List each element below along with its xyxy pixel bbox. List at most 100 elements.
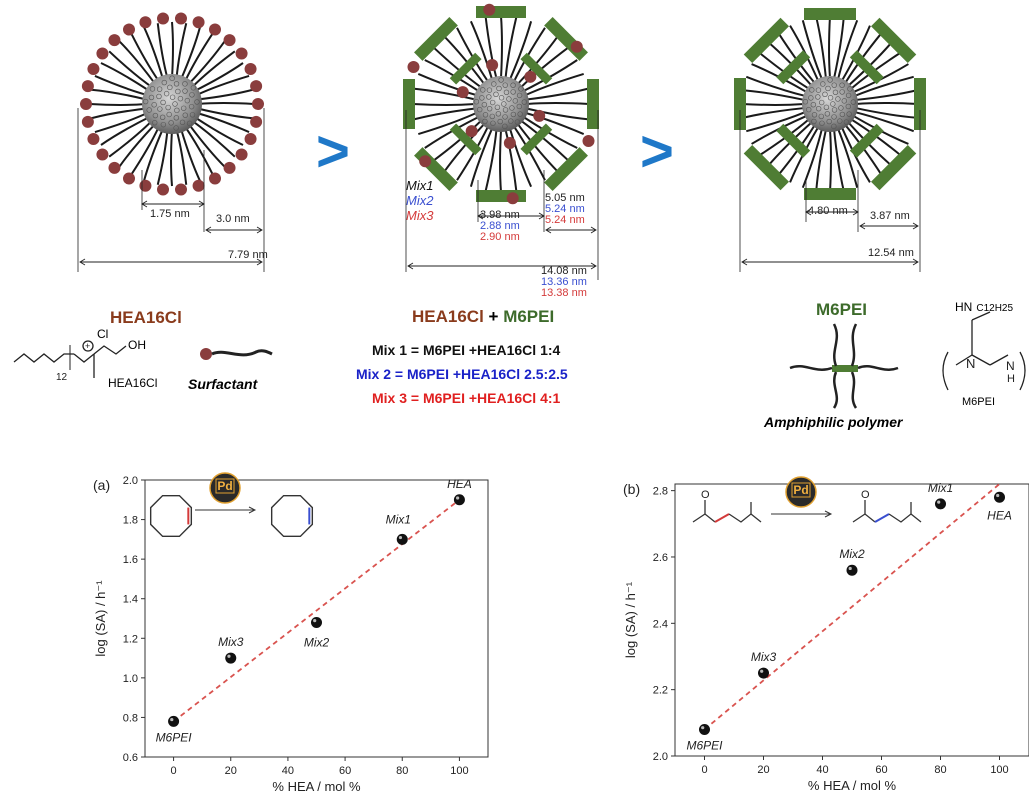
x-tick-label: 60 [339, 765, 351, 777]
y-tick-label: 2.2 [653, 685, 668, 697]
point-label: Mix3 [218, 635, 244, 649]
data-point-highlight [701, 726, 705, 730]
y-tick-label: 1.2 [123, 633, 138, 645]
enone-molecule-chain [728, 502, 752, 523]
x-tick-label: 40 [282, 765, 294, 777]
palladium-badge [785, 476, 817, 508]
polymer-micelle [734, 8, 926, 200]
cyclooctane-molecule [270, 494, 314, 538]
point-label: HEA [447, 477, 472, 491]
polymer-structure-label: M6PEI [962, 396, 996, 408]
polymer-segment [449, 52, 482, 85]
svg-text:12: 12 [56, 372, 68, 383]
data-point-highlight [313, 619, 317, 623]
mix1-label: Mix1 [406, 178, 434, 193]
surfactant-head [244, 63, 257, 76]
y-axis-label: log (SA) / h⁻¹ [93, 580, 108, 657]
mix-title-plus: + [483, 307, 504, 326]
panel3-shell-dimension: 3.87 nm [870, 210, 910, 222]
y-tick-label: 2.8 [653, 486, 668, 498]
panel2-inner-dimension-mix3: 2.90 nm [480, 231, 520, 243]
svg-text:N: N [966, 356, 975, 371]
svg-text:H: H [1007, 373, 1015, 385]
surfactant-head [582, 134, 595, 147]
mix3-label: Mix3 [406, 208, 434, 223]
surfactant-head [250, 115, 263, 128]
polymer-segment [587, 79, 599, 129]
surfactant-head [209, 172, 221, 185]
surfactant-head [419, 155, 432, 168]
palladium-badge [209, 472, 241, 504]
x-axis-label: % HEA / mol % [272, 779, 361, 794]
plot-frame [674, 483, 1029, 757]
surfactant-head [157, 183, 170, 196]
surfactant-head [223, 34, 236, 47]
surfactant-head [252, 98, 264, 110]
surfactant-head [570, 40, 583, 53]
ketone-molecule-chain [888, 502, 912, 523]
surfactant-head [533, 109, 546, 122]
panel3-total-dimension: 12.54 nm [868, 247, 914, 259]
arrow-right-icon: > [316, 119, 350, 184]
data-point [225, 652, 237, 664]
data-point-highlight [456, 496, 460, 500]
data-point [935, 498, 946, 510]
point-label: Mix3 [751, 650, 777, 664]
surfactant-head [506, 192, 519, 205]
x-tick-label: 40 [816, 764, 828, 776]
polymer-name: M6PEI [816, 300, 868, 319]
polymer-segment [743, 17, 789, 63]
panel2-total-dimension-mix2: 13.36 nm [541, 276, 587, 288]
mix3-definition: Mix 3 = M6PEI +HEA16Cl 4:1 [372, 390, 561, 406]
surfactant-head [96, 148, 109, 161]
surfactant-head [157, 12, 170, 25]
cyclooctene-molecule [149, 494, 193, 538]
surfactant-head [87, 63, 100, 76]
y-tick-label: 2.6 [653, 552, 668, 564]
point-label: M6PEI [156, 730, 193, 744]
data-point [994, 491, 1005, 503]
polymer-segment [804, 188, 856, 200]
surfactant-head [123, 172, 135, 185]
surfactant-head [80, 98, 92, 110]
data-point-highlight [227, 654, 231, 658]
data-point [168, 715, 180, 727]
x-tick-label: 20 [225, 765, 237, 777]
panel2-shell-dimension-mix2: 5.24 nm [545, 203, 585, 215]
trend-line [703, 483, 1001, 731]
surfactant-head [123, 23, 135, 36]
panel1-total-dimension: 7.79 nm [228, 249, 268, 261]
svg-text:N: N [1006, 359, 1015, 373]
surfactant-head [108, 34, 121, 47]
y-tick-label: 2.4 [653, 618, 668, 630]
point-label: Mix2 [304, 635, 330, 649]
surfactant-head [108, 161, 121, 174]
polymer-caption: Amphiphilic polymer [764, 414, 903, 430]
surfactant-micelle [80, 12, 264, 196]
surfactant-head [244, 132, 257, 145]
panel2-inner-dimension-mix1: 3.98 nm [480, 209, 520, 221]
surfactant-head [192, 179, 205, 192]
data-point-highlight [996, 493, 1000, 498]
polymer-segment [849, 50, 884, 85]
y-tick-label: 0.6 [123, 752, 138, 764]
enone-molecule-branch [750, 513, 762, 523]
data-point [846, 564, 858, 576]
surfactant-head [139, 16, 152, 29]
chloride-label: Cl [97, 327, 109, 341]
polymer-segment [776, 50, 811, 85]
mix2-definition: Mix 2 = M6PEI +HEA16Cl 2.5:2.5 [356, 366, 568, 382]
polymer-segment [914, 78, 926, 130]
trend-line [173, 499, 460, 723]
palladium-badge-frame [215, 478, 235, 494]
svg-text:+: + [85, 341, 90, 351]
chart-b: 0 20 40 60 80 100 2.0 2.2 2.4 2.6 2.8 % HEA / mol %… [623, 476, 1029, 793]
x-tick-label: 60 [875, 764, 887, 776]
panel1-shell-dimension: 3.0 nm [216, 213, 250, 225]
surfactant-structure-drawing: 12 + [13, 340, 127, 383]
reaction-arrowhead [248, 506, 257, 514]
amphiphilic-polymer-icon [789, 323, 899, 409]
hydroxyl-label: OH [128, 338, 146, 352]
surfactant-name: HEA16Cl [110, 308, 182, 327]
polymer-segment [544, 147, 588, 191]
